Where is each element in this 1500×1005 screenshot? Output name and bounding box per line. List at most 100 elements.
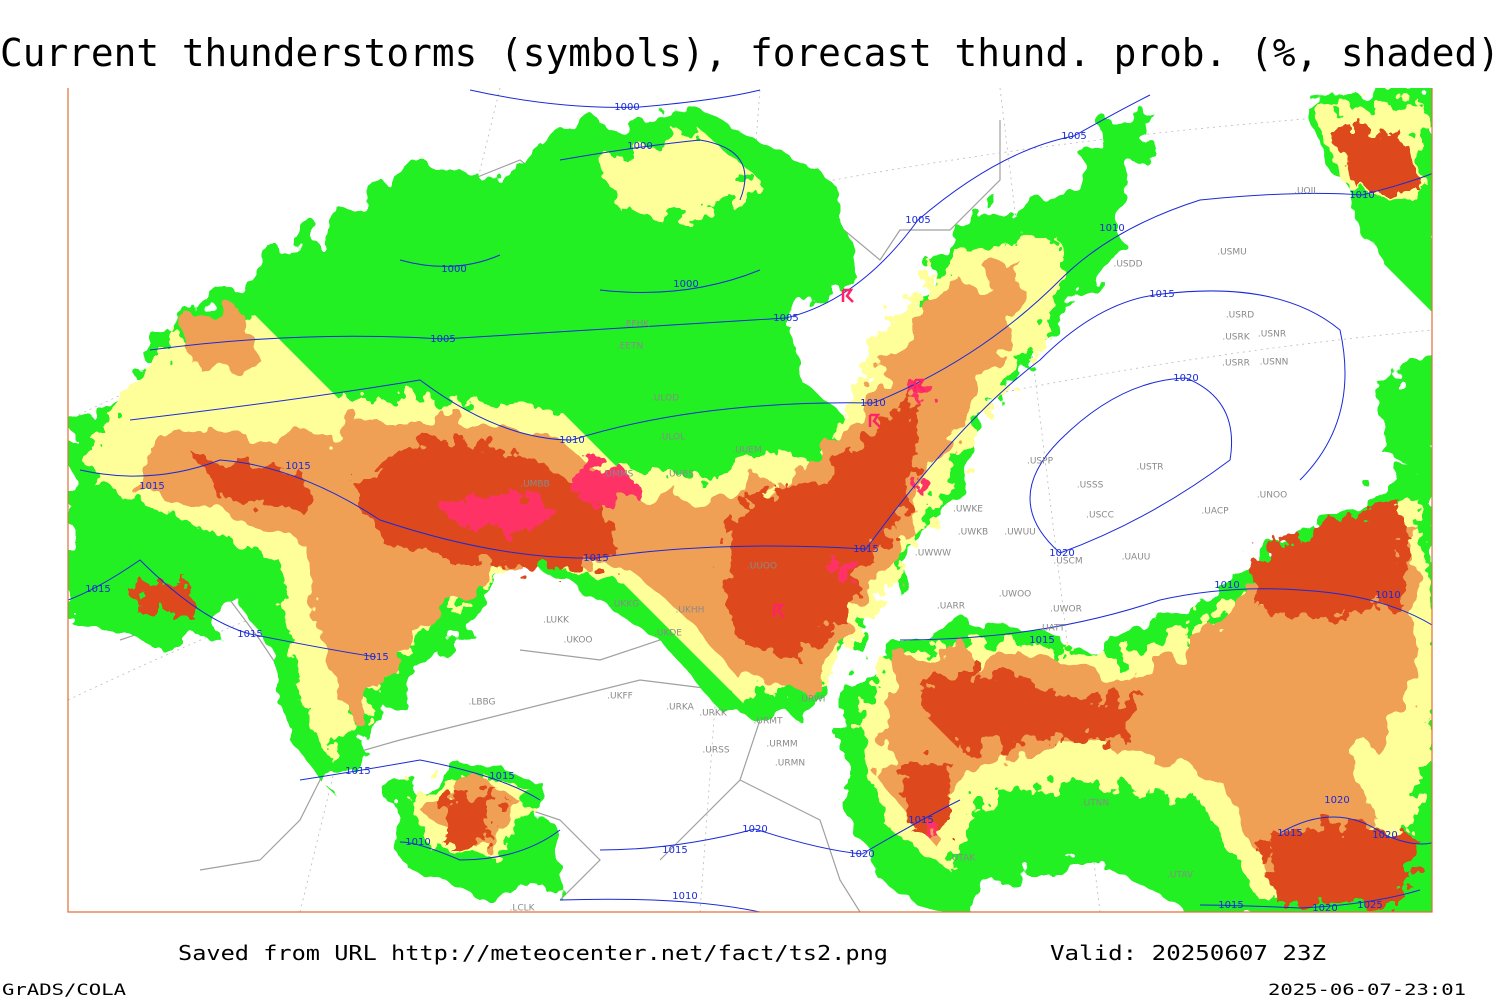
station-label: .URMN: [775, 759, 805, 769]
isobar-label: 1015: [489, 771, 514, 782]
isobar-label: 1015: [85, 584, 110, 595]
station-label: .UTAV: [1167, 871, 1194, 881]
station-label: .USRK: [1222, 333, 1250, 343]
station-label: .UKDE: [654, 629, 682, 639]
isobar-label: 1010: [672, 891, 697, 902]
station-label: .UWOO: [999, 590, 1032, 600]
isobar-label: 1015: [1149, 289, 1174, 300]
station-label: .USNN: [1260, 358, 1289, 368]
isobar-label: 1000: [441, 264, 466, 275]
station-label: .UKFF: [607, 692, 633, 702]
station-label: .URMM: [766, 740, 797, 750]
isobar-label: 1015: [345, 766, 370, 777]
station-label: .UKKG: [611, 600, 639, 610]
station-label: .URKA: [666, 703, 694, 713]
station-label: .UUOO: [747, 562, 777, 572]
isobar-label: 1020: [849, 849, 874, 860]
station-label: .URWI: [799, 695, 826, 705]
isobar-label: 1000: [627, 141, 652, 152]
isobar-label: 1025: [1357, 900, 1382, 911]
map-frame: [67, 88, 1433, 913]
isobar-label: 1015: [583, 553, 608, 564]
station-label: .ULOD: [651, 394, 679, 404]
station-label: .LBBG: [468, 698, 495, 708]
isobar-label: 1020: [742, 824, 767, 835]
station-label: .UMMS: [603, 470, 634, 480]
saved-url: Saved from URL http://meteocenter.net/fa…: [178, 941, 888, 965]
isobar-label: 1015: [662, 845, 687, 856]
station-label: .URSS: [702, 746, 729, 756]
isobar-label: 1015: [237, 629, 262, 640]
isobar-label: 1010: [559, 435, 584, 446]
isobar-label: 1005: [1061, 131, 1086, 142]
isobar-label: 1005: [905, 215, 930, 226]
isobar-label: 1020: [1324, 795, 1349, 806]
station-label: .LUKK: [543, 616, 570, 626]
station-label: .USTR: [1137, 463, 1164, 473]
station-label: .USPP: [1027, 457, 1054, 467]
station-label: .USMU: [1217, 248, 1247, 258]
isobar-label: 1000: [614, 102, 639, 113]
station-label: .USSS: [1077, 481, 1104, 491]
station-label: .UNOO: [1257, 491, 1287, 501]
station-label: .USDD: [1113, 260, 1142, 270]
isobar-label: 1010: [1375, 590, 1400, 601]
station-label: .LCLK: [509, 904, 535, 914]
isobar-label: 1015: [1277, 828, 1302, 839]
station-label: .UWKE: [953, 505, 983, 515]
isobar-label: 1020: [1312, 903, 1337, 914]
isobar-label: 1015: [1029, 635, 1054, 646]
station-label: .UTAK: [949, 854, 976, 864]
timestamp: 2025-06-07-23:01: [1268, 980, 1466, 999]
isobar-label: 1005: [773, 313, 798, 324]
station-label: .USCC: [1086, 511, 1114, 521]
isobar-label: 1020: [1049, 548, 1074, 559]
station-label: .USRD: [1226, 311, 1254, 321]
station-label: .EETN: [617, 342, 643, 352]
station-label: .UKHH: [676, 606, 705, 616]
isobar-label: 1010: [1349, 190, 1374, 201]
isobars: [68, 89, 1432, 912]
station-label: .UWKB: [958, 528, 988, 538]
isobar-label: 1010: [860, 398, 885, 409]
station-label: .UMBB: [520, 480, 550, 490]
station-label: .EFHK: [623, 320, 650, 330]
software: GrADS/COLA: [2, 980, 126, 999]
station-label: .UUEM: [732, 446, 762, 456]
station-label: .UTNN: [1081, 799, 1109, 809]
station-label: .ULOL: [659, 433, 685, 443]
isobar-label: 1010: [1099, 223, 1124, 234]
isobar-labels: 1000 1000 1000 1000 1005 1005 1005 1005 1010 1010…: [85, 102, 1400, 914]
isobar-label: 1015: [139, 481, 164, 492]
station-label: .UAUU: [1122, 553, 1151, 563]
station-label: .UWOR: [1050, 605, 1082, 615]
map: 1000 1000 1000 1000 1005 1005 1005 1005 1010 1010…: [68, 88, 1432, 914]
isobar-label: 1015: [363, 652, 388, 663]
station-label: .UACP: [1201, 507, 1229, 517]
station-label: .USCM: [1053, 557, 1082, 567]
isobar-label: 1000: [673, 279, 698, 290]
isobar-label: 1015: [853, 544, 878, 555]
station-label: .UARR: [937, 602, 965, 612]
isobar-label: 1010: [1214, 580, 1239, 591]
station-labels: .UOII .USMU .USDD .USRD .USRK .USNR .USRR .USNN…: [468, 187, 1316, 914]
station-label: .URKK: [699, 709, 728, 719]
station-label: .UOII: [1294, 187, 1316, 197]
isobar-label: 1015: [285, 461, 310, 472]
station-label: .UKOO: [563, 636, 592, 646]
station-label: .URMT: [754, 717, 783, 727]
isobar-label: 1005: [430, 334, 455, 345]
title: Current thunderstorms (symbols), forecas…: [0, 31, 1500, 75]
station-label: .UWUU: [1004, 528, 1036, 538]
isobar-label: 1015: [1218, 900, 1243, 911]
prob-red: [130, 130, 1420, 905]
isobar-label: 1020: [1372, 830, 1397, 841]
prob-pink: [445, 380, 936, 834]
station-label: .UUBS: [666, 470, 694, 480]
station-label: .USRR: [1222, 359, 1250, 369]
isobar-label: 1010: [405, 837, 430, 848]
isobar-label: 1015: [908, 815, 933, 826]
station-label: .UWWW: [915, 549, 951, 559]
valid-time: Valid: 20250607 23Z: [1050, 941, 1326, 965]
